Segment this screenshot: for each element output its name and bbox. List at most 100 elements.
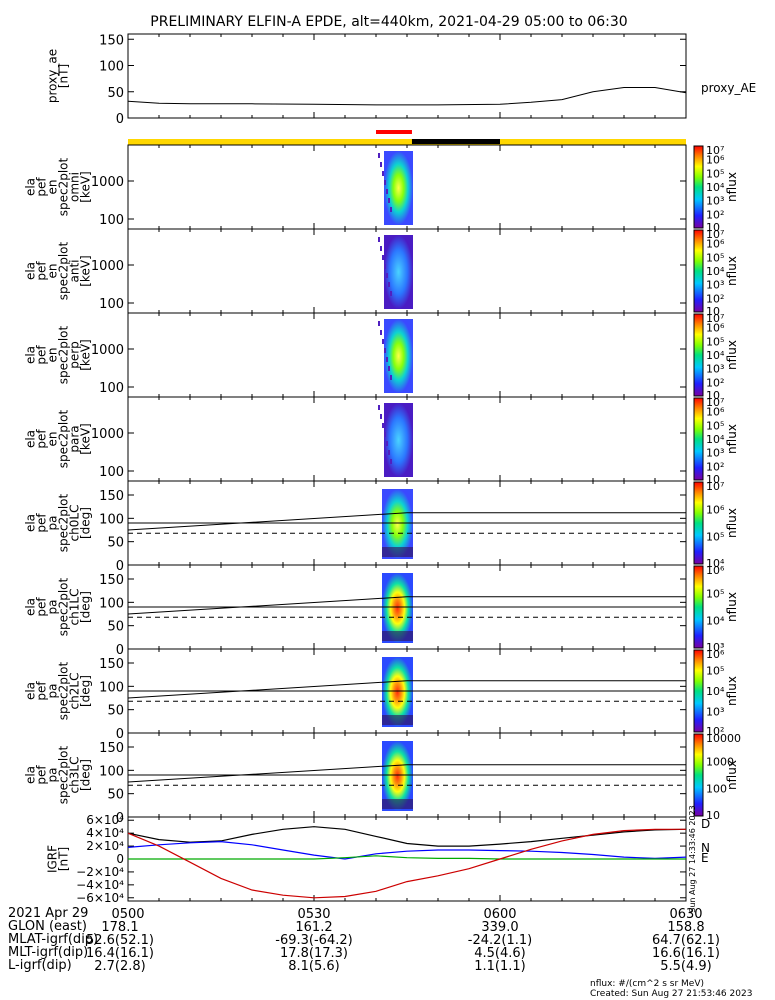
y-tick-label: 50 [107, 704, 124, 719]
colorbar-tick-label: 10⁵ [706, 665, 724, 678]
y-axis-label: spec2plot [57, 577, 71, 636]
footer-value: 161.2 [295, 920, 333, 935]
figure-title: PRELIMINARY ELFIN-A EPDE, alt=440km, 202… [150, 14, 627, 30]
spectrogram-speck [378, 405, 380, 410]
colorbar-tick-label: 10³ [706, 447, 724, 460]
y-tick-label: 0 [116, 811, 124, 826]
colorbar [693, 313, 704, 397]
y-axis-label: pef [35, 513, 49, 533]
footer-value: 0500 [111, 907, 145, 922]
state-segment [128, 139, 686, 145]
y-axis-label: pef [35, 681, 49, 701]
spectrogram-speck [388, 282, 390, 287]
colorbar [693, 649, 704, 733]
colorbar-tick-label: 10⁶ [706, 503, 725, 516]
footer-labels: 2021 Apr 29 GLON (east) MLAT-igrf(dip) M… [8, 907, 98, 972]
state-segment [411, 139, 500, 144]
y-tick-label: 100 [99, 213, 124, 228]
spectrogram-speck [384, 432, 386, 437]
y-axis-label: [keV] [79, 171, 93, 202]
y-axis-label: ela [24, 178, 38, 196]
y-tick-label: 0 [116, 727, 124, 742]
y-tick-label: 100 [99, 60, 124, 75]
spectrogram-speck [386, 441, 388, 446]
footer-value: 158.8 [667, 920, 705, 935]
y-axis-label: pa [46, 768, 60, 783]
y-tick-label: 1000 [91, 175, 124, 190]
colorbar-tick-label: 10⁶ [706, 322, 725, 335]
colorbar-tick-label: 10⁴ [706, 349, 725, 362]
colorbar-tick-label: 10³ [706, 279, 724, 292]
y-axis-label: ela [24, 346, 38, 364]
y-axis-label: IGRF [46, 845, 60, 873]
spectrogram-speck [388, 198, 390, 203]
spectrogram-edge [382, 631, 413, 641]
y-axis-label: spec2plot [57, 325, 71, 384]
spectrogram-speck [390, 207, 392, 212]
colorbar-tick-label: 10⁷ [706, 228, 724, 241]
y-axis-label: spec2plot [57, 409, 71, 468]
igrf-legend-entry: N [701, 841, 710, 855]
y-tick-label: 1000 [91, 427, 124, 442]
footer-value: 16.4(16.1) [85, 946, 155, 961]
loss-cone-line [127, 596, 408, 615]
footer-value: 52.6(52.1) [85, 933, 155, 948]
colorbar [693, 481, 704, 565]
colorbar-tick-label: 10² [706, 460, 724, 473]
y-tick-label: 100 [99, 512, 124, 527]
y-axis-label: [keV] [79, 339, 93, 370]
footer-value: 178.1 [101, 920, 139, 935]
colorbar-label: nflux [725, 172, 739, 202]
panel-ch0LC: 150100500elapefpaspec2plotch0LC[deg]10⁴1… [24, 480, 740, 574]
colorbar-tick-label: 10⁵ [706, 587, 724, 600]
footer-value: 17.8(17.3) [279, 946, 349, 961]
colorbar-tick-label: 10⁴ [706, 685, 725, 698]
spectrogram-speck [380, 162, 382, 167]
y-axis-label: [keV] [79, 423, 93, 454]
spectrogram-speck [382, 339, 384, 344]
loss-cone-line [127, 680, 408, 699]
panel-proxy-ae: 150 100 50 0 proxy_ae[nT] proxy_AE [46, 33, 757, 127]
spectrogram-speck [384, 180, 386, 185]
y-tick-label: 1000 [91, 259, 124, 274]
y-axis-label: spec2plot [57, 241, 71, 300]
colorbar-label: nflux [725, 340, 739, 370]
y-axis-label: spec2plot [57, 745, 71, 804]
y-axis-label: ela [24, 430, 38, 448]
y-tick-label: 150 [99, 33, 124, 48]
y-axis-label: [deg] [79, 759, 93, 791]
state-bar [128, 130, 686, 145]
panel-frame [127, 33, 687, 119]
colorbar-label: nflux [725, 760, 739, 790]
colorbar-tick-label: 10000 [706, 732, 741, 745]
colorbar-tick-label: 10⁵ [706, 251, 724, 264]
y-axis-label: pa [46, 600, 60, 615]
footer-value: 1.1(1.1) [474, 959, 526, 974]
spectrogram-data [384, 235, 413, 309]
y-tick-label: 50 [107, 86, 124, 101]
panel-perp: 1000100elapefenspec2plotperp[keV]1010²10… [24, 312, 740, 402]
colorbar [693, 145, 704, 229]
spectrogram-speck [388, 366, 390, 371]
y-tick-label: −2×10⁴ [76, 865, 124, 879]
colorbar-tick-label: 10² [706, 376, 724, 389]
y-axis-label: spec2plot [57, 157, 71, 216]
y-axis-label: pa [46, 684, 60, 699]
y-axis-label: [nT] [57, 64, 71, 88]
colorbar [693, 733, 704, 817]
y-axis-label: en [46, 432, 60, 447]
colorbar [693, 397, 704, 481]
colorbar-label: nflux [725, 424, 739, 454]
y-axis-label: anti [68, 260, 82, 283]
colorbar-tick-label: 10² [706, 292, 724, 305]
panel-ch1LC: 150100500elapefpaspec2plotch1LC[deg]10³1… [24, 564, 740, 658]
y-axis-label: ela [24, 598, 38, 616]
y-tick-label: 100 [99, 381, 124, 396]
colorbar-tick-label: 10⁶ [706, 648, 725, 661]
colorbar-tick-label: 10⁶ [706, 406, 725, 419]
y-axis-label: [deg] [79, 591, 93, 623]
footer-value: 8.1(5.6) [288, 959, 340, 974]
spectrogram-speck [380, 246, 382, 251]
